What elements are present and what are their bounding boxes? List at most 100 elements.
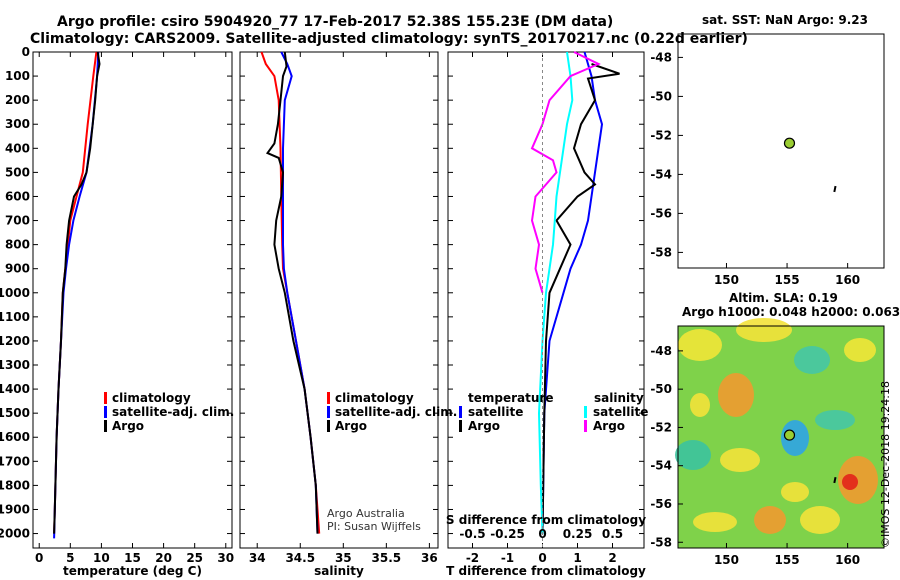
x-tick-label: 34.5 — [285, 551, 315, 565]
x-tick-label: 34 — [249, 551, 266, 565]
sla-anomaly-patch — [690, 393, 710, 417]
x-tick-label: 0 — [538, 551, 546, 565]
sla-anomaly-patch — [815, 410, 855, 430]
y-tick-label: 100 — [5, 69, 30, 83]
sla-anomaly-patch — [844, 338, 876, 362]
x-tick-label: 150 — [714, 273, 739, 287]
y-tick-label: 700 — [5, 214, 30, 228]
x-tick-label: 20 — [155, 551, 172, 565]
y-tick-label: 300 — [5, 117, 30, 131]
x-axis-label: temperature (deg C) — [63, 564, 202, 578]
y-tick-label: 900 — [5, 262, 30, 276]
legend-t-argo: Argo — [468, 419, 500, 433]
y-tick-label: -54 — [650, 167, 672, 181]
x-axis-label: T difference from climatology — [446, 564, 646, 578]
x2-tick-label: 0.5 — [602, 527, 623, 541]
y-tick-label: 400 — [5, 141, 30, 155]
x-tick-label: 155 — [775, 553, 800, 567]
sla-anomaly-patch — [781, 482, 809, 502]
x-tick-label: -1 — [501, 551, 514, 565]
x-tick-label: 160 — [835, 273, 860, 287]
legend-argo: Argo — [335, 419, 367, 433]
x-tick-label: 25 — [186, 551, 203, 565]
y-tick-label: -50 — [650, 382, 672, 396]
y-tick-label: 1500 — [0, 406, 30, 420]
y-tick-label: -50 — [650, 89, 672, 103]
x2-tick-label: 0 — [538, 527, 546, 541]
sla-anomaly-patch — [678, 329, 722, 361]
y-tick-label: 1200 — [0, 334, 30, 348]
y-tick-label: 200 — [5, 93, 30, 107]
series-line-satellite-adj-clim- — [280, 51, 319, 534]
sla-anomaly-patch — [794, 346, 830, 374]
y-tick-label: 1800 — [0, 478, 30, 492]
credit-line-2: PI: Susan Wijffels — [327, 520, 421, 533]
y-tick-label: -56 — [650, 497, 672, 511]
series-line-climatology — [53, 51, 98, 534]
sla-anomaly-patch — [838, 456, 878, 504]
x-tick-label: 35 — [335, 551, 352, 565]
legend-swatch-t-satellite — [459, 406, 462, 418]
argo-float-marker — [783, 429, 796, 441]
x2-tick-label: 0.25 — [563, 527, 593, 541]
y-tick-label: 600 — [5, 189, 30, 203]
argo-float-marker — [783, 137, 796, 149]
y-tick-label: 1000 — [0, 286, 30, 300]
x-tick-label: 5 — [66, 551, 74, 565]
legend-t-satellite: satellite — [468, 405, 523, 419]
map-frame — [677, 325, 885, 549]
sst-title: sat. SST: NaN Argo: 9.23 — [702, 13, 868, 27]
series-line-salinity-argo — [530, 51, 601, 294]
map-frame — [677, 33, 885, 269]
y-tick-label: -54 — [650, 459, 672, 473]
sla-map-panel: 150 155 160 -48 -50 -52 -54 -56 -58 — [650, 318, 885, 567]
legend-swatch-satellite — [104, 406, 107, 418]
imos-stamp: ©IMOS 12-Dec-2018 19:24:18 — [879, 381, 892, 548]
y-tick-label: 2000 — [0, 527, 30, 541]
legend-s-argo: Argo — [593, 419, 625, 433]
y-tick-label: -56 — [650, 206, 672, 220]
legend-climatology: climatology — [335, 391, 414, 405]
y-tick-label: -58 — [650, 535, 672, 549]
sst-map-panel: 150 155 160 -48 -50 -52 -54 -56 -58 — [650, 33, 885, 287]
credit-line-1: Argo Australia — [327, 507, 405, 520]
title-line-2: Climatology: CARS2009. Satellite-adjuste… — [30, 31, 748, 47]
salinity-panel: 34 34.5 35 35.5 36 salinity — [239, 51, 439, 578]
track-mark — [833, 185, 837, 193]
y-tick-label: 1100 — [0, 310, 30, 324]
difference-panel: -2 -1 0 1 2T difference from climatology S di… — [446, 51, 646, 578]
series-line-argo — [265, 51, 319, 534]
series-line-salinity-satellite — [537, 51, 574, 534]
sla-anomaly-patch — [718, 373, 754, 417]
plot-frame — [447, 51, 645, 549]
plot-frame — [239, 51, 439, 549]
x-tick-label: 30 — [217, 551, 234, 565]
y-tick-label: -52 — [650, 128, 672, 142]
y-tick-label: 1600 — [0, 430, 30, 444]
y-tick-label: -58 — [650, 245, 672, 259]
difference-legend: temperature satellite Argo salinity sate… — [459, 391, 648, 433]
y-tick-label: 1700 — [0, 454, 30, 468]
x-tick-label: 160 — [835, 553, 860, 567]
y-tick-label: -48 — [650, 344, 672, 358]
y-tick-label: -48 — [650, 50, 672, 64]
legend-swatch-satellite — [327, 406, 330, 418]
y-tick-label: 1900 — [0, 502, 30, 516]
x-axis-label: salinity — [314, 564, 364, 578]
x-tick-label: -2 — [466, 551, 479, 565]
series-line-temperature-argo — [541, 63, 620, 534]
x2-tick-label: -0.5 — [459, 527, 485, 541]
temperature-panel: 0 5 10 15 20 25 300100200300400500600700800900… — [0, 45, 234, 578]
sla-title-2: Argo h1000: 0.048 h2000: 0.063 — [682, 305, 900, 319]
x-tick-label: 35.5 — [372, 551, 402, 565]
x-tick-label: 15 — [124, 551, 141, 565]
legend-temperature-heading: temperature — [468, 391, 553, 405]
salinity-legend: climatology satellite-adj. clim. Argo Ar… — [327, 391, 457, 533]
sla-anomaly-patch — [754, 506, 786, 534]
legend-swatch-s-argo — [584, 420, 587, 432]
x-tick-label: 36 — [421, 551, 438, 565]
sla-anomaly-patch — [693, 512, 737, 532]
legend-swatch-t-argo — [459, 420, 462, 432]
legend-swatch-climatology — [104, 392, 107, 404]
